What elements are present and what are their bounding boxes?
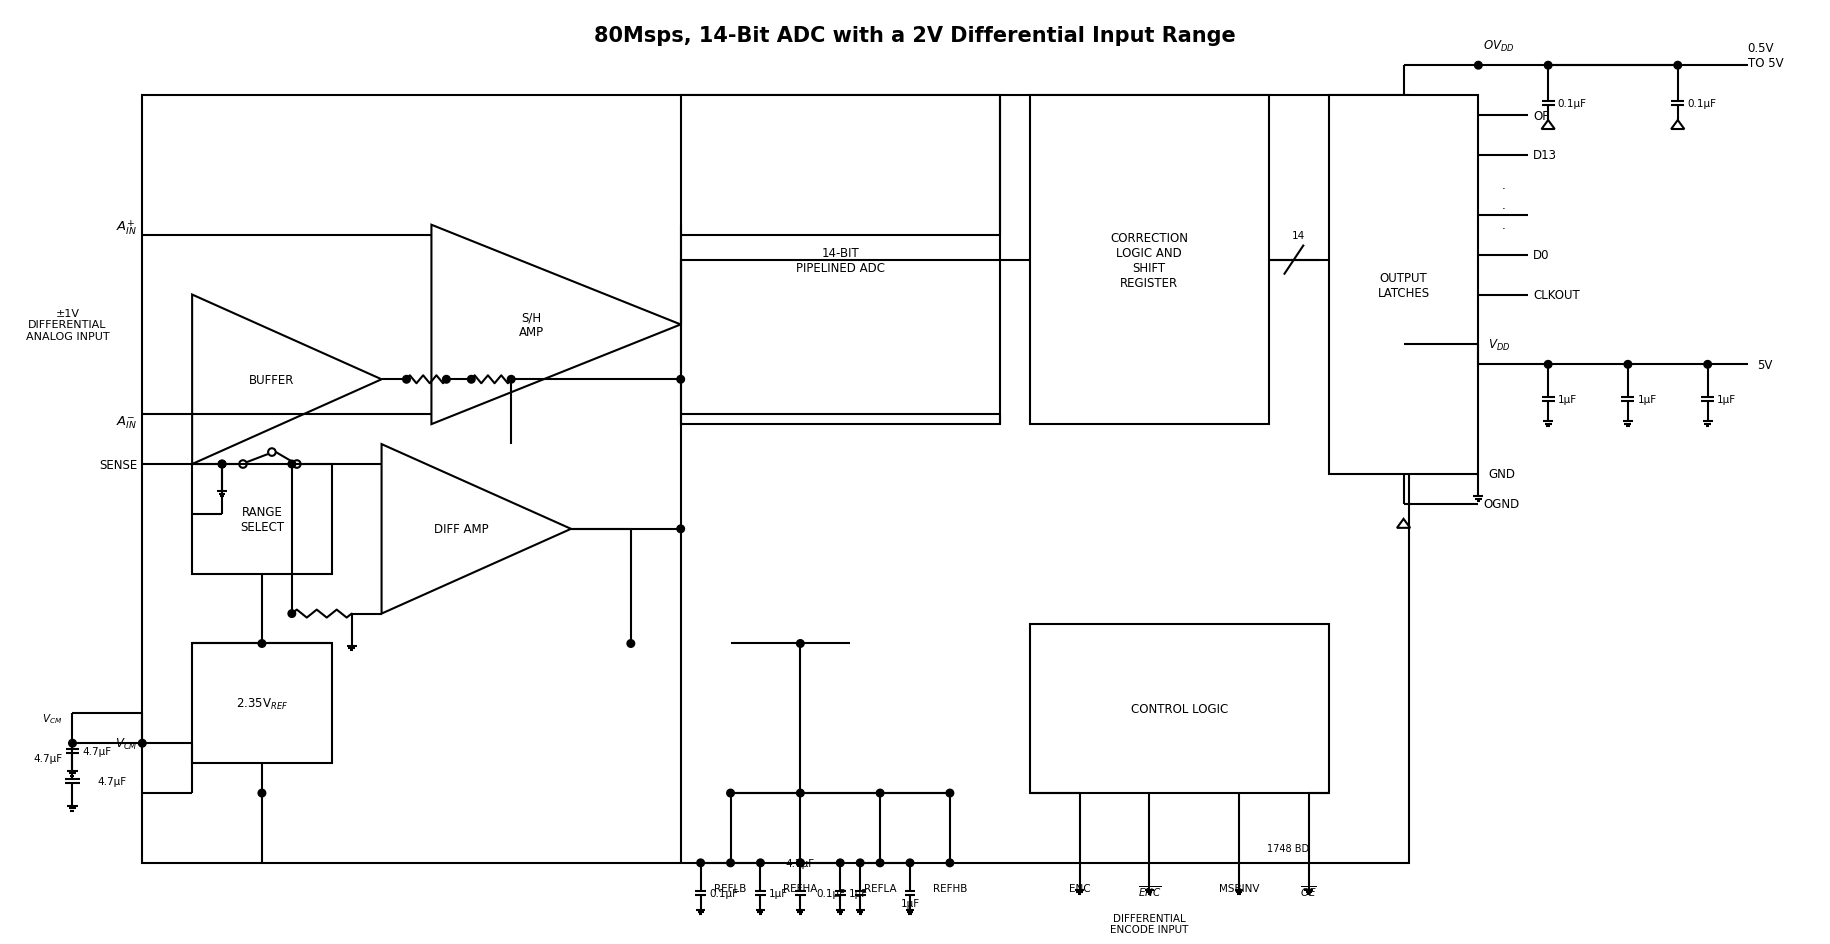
Circle shape xyxy=(836,859,844,867)
Text: 2.35V$_{REF}$: 2.35V$_{REF}$ xyxy=(236,696,287,711)
Circle shape xyxy=(727,859,734,867)
Circle shape xyxy=(796,640,803,648)
Circle shape xyxy=(877,859,884,867)
Text: REFLA: REFLA xyxy=(864,883,897,893)
Text: $V_{CM}$: $V_{CM}$ xyxy=(42,712,62,725)
Text: 5V: 5V xyxy=(1757,359,1773,371)
Text: OGND: OGND xyxy=(1484,497,1519,511)
Text: 1μF: 1μF xyxy=(1557,395,1577,405)
Circle shape xyxy=(877,789,884,797)
Circle shape xyxy=(218,461,225,468)
Text: 1μF: 1μF xyxy=(1638,395,1656,405)
Circle shape xyxy=(507,376,514,383)
Bar xyxy=(1030,624,1329,793)
Bar xyxy=(143,96,1409,863)
Circle shape xyxy=(946,859,953,867)
Circle shape xyxy=(727,789,734,797)
Text: $A_{IN}^{+}$: $A_{IN}^{+}$ xyxy=(115,218,137,237)
Text: 1μF: 1μF xyxy=(769,887,789,898)
Circle shape xyxy=(1674,62,1682,70)
Bar xyxy=(192,644,331,764)
Text: OUTPUT
LATCHES: OUTPUT LATCHES xyxy=(1378,271,1429,299)
Text: SENSE: SENSE xyxy=(99,458,137,471)
Circle shape xyxy=(677,526,684,533)
Text: REFHB: REFHB xyxy=(933,883,966,893)
Text: CORRECTION
LOGIC AND
SHIFT
REGISTER: CORRECTION LOGIC AND SHIFT REGISTER xyxy=(1111,231,1188,289)
Text: 0.1μF: 0.1μF xyxy=(816,887,845,898)
Text: 4.7μF: 4.7μF xyxy=(97,776,126,786)
Circle shape xyxy=(1545,362,1552,369)
Text: $V_{CM}$: $V_{CM}$ xyxy=(115,736,137,751)
Text: $V_{DD}$: $V_{DD}$ xyxy=(1488,337,1510,352)
Text: .: . xyxy=(1501,199,1504,212)
Text: 4.7μF: 4.7μF xyxy=(82,746,112,756)
Circle shape xyxy=(697,859,705,867)
Text: RANGE
SELECT: RANGE SELECT xyxy=(240,505,284,533)
Circle shape xyxy=(906,859,913,867)
Circle shape xyxy=(946,789,953,797)
Text: $A_{IN}^{-}$: $A_{IN}^{-}$ xyxy=(115,414,137,431)
Text: .: . xyxy=(1501,179,1504,193)
Text: 0.1μF: 0.1μF xyxy=(1687,98,1717,109)
Circle shape xyxy=(258,640,265,648)
Text: ±1V
DIFFERENTIAL
ANALOG INPUT: ±1V DIFFERENTIAL ANALOG INPUT xyxy=(26,309,110,342)
Text: MSBINV: MSBINV xyxy=(1219,883,1259,893)
Circle shape xyxy=(443,376,450,383)
Text: D0: D0 xyxy=(1534,249,1550,261)
Text: CLKOUT: CLKOUT xyxy=(1534,289,1579,302)
Bar xyxy=(1030,96,1268,425)
Bar xyxy=(681,96,999,425)
Text: BUFFER: BUFFER xyxy=(249,374,295,386)
Circle shape xyxy=(287,461,296,468)
Text: $\overline{OE}$: $\overline{OE}$ xyxy=(1301,883,1318,898)
Text: 0.5V
TO 5V: 0.5V TO 5V xyxy=(1748,42,1782,70)
Circle shape xyxy=(258,789,265,797)
Text: 14: 14 xyxy=(1292,230,1305,241)
Circle shape xyxy=(796,789,803,797)
Text: S/H
AMP: S/H AMP xyxy=(518,312,544,339)
Circle shape xyxy=(628,640,635,648)
Text: GND: GND xyxy=(1488,468,1515,481)
Text: DIFF AMP: DIFF AMP xyxy=(434,523,489,536)
Circle shape xyxy=(218,461,225,468)
Bar xyxy=(1329,96,1479,475)
Circle shape xyxy=(856,859,864,867)
Circle shape xyxy=(139,740,146,748)
Circle shape xyxy=(796,859,803,867)
Text: 0.1μF: 0.1μF xyxy=(708,887,737,898)
Text: 4.7μF: 4.7μF xyxy=(785,858,814,868)
Circle shape xyxy=(1475,62,1482,70)
Text: 14-BIT
PIPELINED ADC: 14-BIT PIPELINED ADC xyxy=(796,246,884,275)
Text: 1μF: 1μF xyxy=(900,898,920,908)
Circle shape xyxy=(467,376,476,383)
Text: OF: OF xyxy=(1534,110,1548,123)
Text: CONTROL LOGIC: CONTROL LOGIC xyxy=(1131,702,1228,715)
Text: 0.1μF: 0.1μF xyxy=(1557,98,1587,109)
Text: $OV_{DD}$: $OV_{DD}$ xyxy=(1484,39,1515,54)
Text: ENC: ENC xyxy=(1069,883,1091,893)
Circle shape xyxy=(677,376,684,383)
Circle shape xyxy=(1623,362,1632,369)
Text: REFHA: REFHA xyxy=(783,883,818,893)
Circle shape xyxy=(1545,62,1552,70)
Text: D13: D13 xyxy=(1534,149,1557,162)
Circle shape xyxy=(287,610,296,617)
Text: REFLB: REFLB xyxy=(714,883,747,893)
Circle shape xyxy=(1704,362,1711,369)
Circle shape xyxy=(403,376,410,383)
Text: 1748 BD: 1748 BD xyxy=(1266,843,1308,853)
Circle shape xyxy=(756,859,765,867)
Text: 4.7μF: 4.7μF xyxy=(33,753,62,764)
Text: DIFFERENTIAL
ENCODE INPUT: DIFFERENTIAL ENCODE INPUT xyxy=(1111,913,1188,935)
Text: 1μF: 1μF xyxy=(1717,395,1737,405)
Text: $\overline{ENC}$: $\overline{ENC}$ xyxy=(1138,883,1160,898)
Circle shape xyxy=(70,740,77,748)
Text: 80Msps, 14-Bit ADC with a 2V Differential Input Range: 80Msps, 14-Bit ADC with a 2V Differentia… xyxy=(595,26,1235,46)
Bar xyxy=(192,464,331,574)
Circle shape xyxy=(796,859,803,867)
Text: 1μF: 1μF xyxy=(849,887,867,898)
Text: .: . xyxy=(1501,219,1504,232)
